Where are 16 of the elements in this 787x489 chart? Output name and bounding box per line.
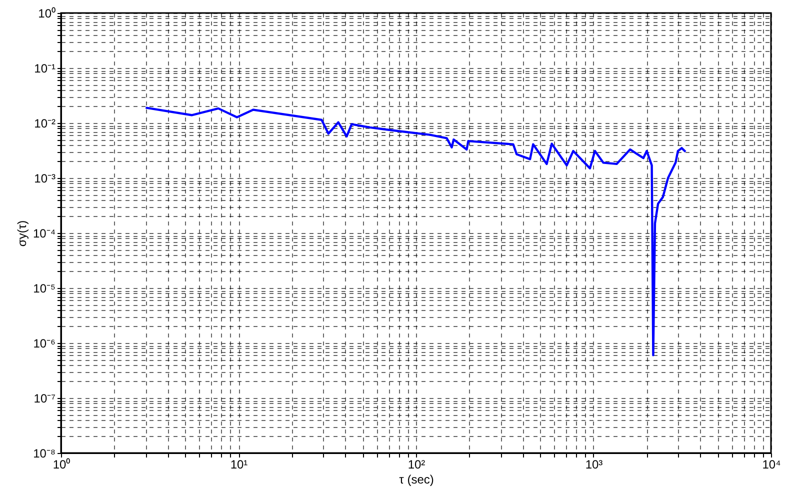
y-tick-label: 10⁻⁴ — [32, 226, 56, 240]
x-tick-label: 10⁴ — [762, 458, 781, 472]
x-tick-label: 10⁰ — [52, 458, 70, 472]
x-axis-title: τ (sec) — [399, 472, 434, 486]
y-axis-title: σy(τ) — [14, 220, 29, 247]
y-tick-label: 10⁻¹ — [34, 62, 56, 76]
y-tick-label: 10⁰ — [38, 6, 56, 20]
y-tick-label: 10⁻⁵ — [33, 282, 56, 296]
y-tick-label: 10⁻⁶ — [33, 336, 56, 350]
x-tick-label: 10¹ — [230, 458, 248, 472]
y-tick-label: 10⁻⁸ — [33, 446, 56, 460]
x-tick-label: 10³ — [585, 458, 603, 472]
x-tick-label: 10² — [408, 458, 426, 472]
y-tick-label: 10⁻³ — [34, 172, 56, 186]
y-tick-label: 10⁻⁷ — [34, 392, 56, 406]
y-tick-label: 10⁻² — [34, 116, 56, 130]
